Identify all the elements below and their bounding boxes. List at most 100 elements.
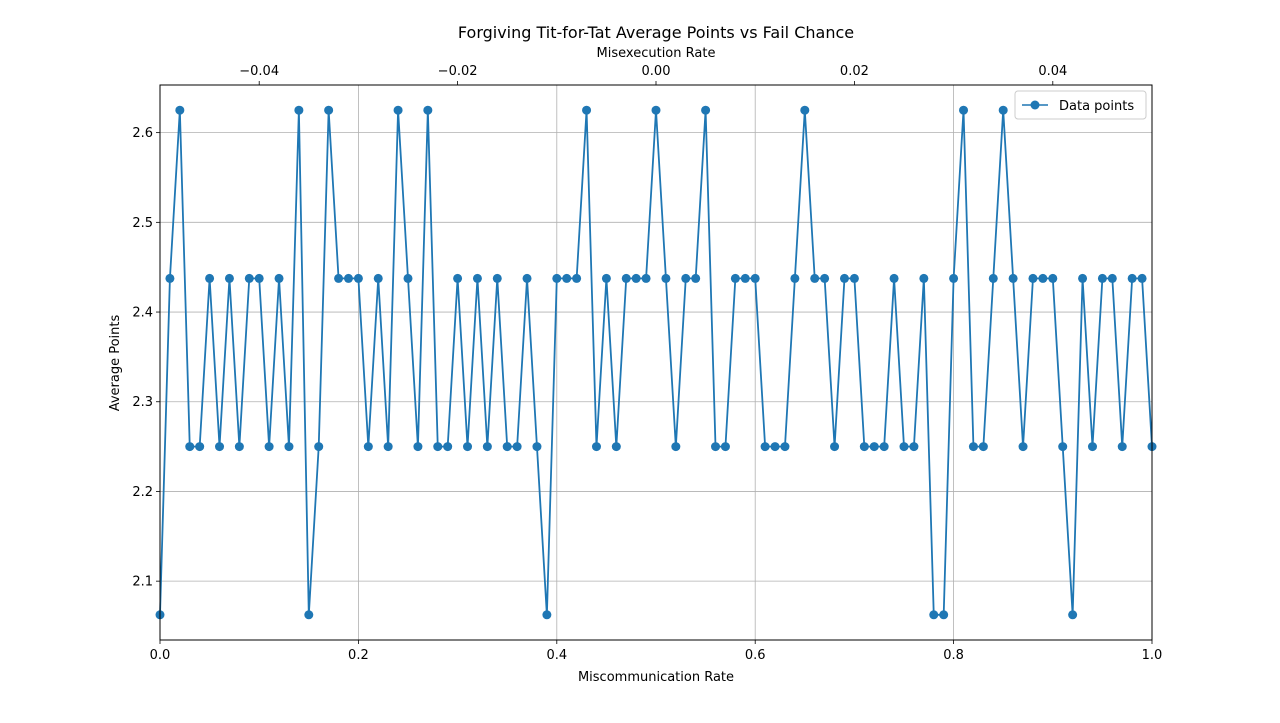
data-point xyxy=(294,105,304,115)
data-point xyxy=(463,442,473,452)
data-point xyxy=(929,610,939,620)
data-point xyxy=(849,273,859,283)
data-point xyxy=(750,273,760,283)
data-point xyxy=(661,273,671,283)
data-point xyxy=(780,442,790,452)
data-point xyxy=(413,442,423,452)
data-point xyxy=(800,105,810,115)
data-point xyxy=(165,273,175,283)
data-point xyxy=(899,442,909,452)
data-point xyxy=(830,442,840,452)
y-tick-label: 2.4 xyxy=(132,306,153,321)
data-point xyxy=(1038,273,1048,283)
data-point xyxy=(1127,273,1137,283)
data-point xyxy=(601,273,611,283)
data-point xyxy=(343,273,353,283)
data-point xyxy=(1078,273,1088,283)
data-point xyxy=(373,273,383,283)
x-tick-label: 1.0 xyxy=(1142,648,1163,663)
data-point xyxy=(770,442,780,452)
legend-entry-label: Data points xyxy=(1059,99,1134,114)
data-point xyxy=(502,442,512,452)
data-point xyxy=(1018,442,1028,452)
data-point xyxy=(939,610,949,620)
data-point xyxy=(959,105,969,115)
legend-marker-swatch xyxy=(1030,100,1040,110)
data-point xyxy=(1068,610,1078,620)
data-point xyxy=(324,105,334,115)
x-tick-label: 0.2 xyxy=(348,648,369,663)
data-point xyxy=(334,273,344,283)
data-point xyxy=(175,105,185,115)
y-tick-label: 2.3 xyxy=(132,395,153,410)
data-point xyxy=(453,273,463,283)
data-point xyxy=(522,273,532,283)
x-tick-label: 0.8 xyxy=(943,648,964,663)
y-tick-label: 2.1 xyxy=(132,575,153,590)
data-point xyxy=(889,273,899,283)
chart-title: Forgiving Tit-for-Tat Average Points vs … xyxy=(458,23,854,42)
series-line xyxy=(159,109,1153,616)
data-point xyxy=(641,273,651,283)
data-point xyxy=(195,442,205,452)
data-point xyxy=(185,442,195,452)
data-point xyxy=(988,273,998,283)
data-point xyxy=(1048,273,1058,283)
data-point xyxy=(234,442,244,452)
legend-box xyxy=(1014,90,1147,120)
top-x-tick-label: −0.04 xyxy=(239,64,279,79)
data-point xyxy=(1107,273,1117,283)
data-point xyxy=(651,105,661,115)
x-tick-label: 0.6 xyxy=(745,648,766,663)
data-point xyxy=(542,610,552,620)
data-point xyxy=(552,273,562,283)
y-axis-label: Average Points xyxy=(108,314,123,411)
data-point xyxy=(423,105,433,115)
grid xyxy=(159,85,1153,640)
data-point xyxy=(839,273,849,283)
data-point xyxy=(859,442,869,452)
data-point xyxy=(790,273,800,283)
data-point xyxy=(215,442,225,452)
top-x-tick-label: 0.02 xyxy=(840,64,869,79)
data-point xyxy=(562,273,572,283)
legend: Data points xyxy=(1014,90,1147,120)
y-tick-label: 2.2 xyxy=(132,485,153,500)
data-point xyxy=(482,442,492,452)
data-point xyxy=(631,273,641,283)
data-point xyxy=(264,442,274,452)
data-point xyxy=(205,273,215,283)
data-point xyxy=(691,273,701,283)
y-tick-label: 2.6 xyxy=(132,126,153,141)
data-point xyxy=(314,442,324,452)
data-point xyxy=(353,273,363,283)
data-point xyxy=(393,105,403,115)
data-point xyxy=(701,105,711,115)
data-point xyxy=(1137,273,1147,283)
data-point xyxy=(968,442,978,452)
data-point xyxy=(512,442,522,452)
data-point xyxy=(1028,273,1038,283)
top-x-axis-label: Misexecution Rate xyxy=(597,46,716,61)
data-point xyxy=(998,105,1008,115)
data-point xyxy=(383,442,393,452)
data-point xyxy=(443,442,453,452)
data-point xyxy=(304,610,314,620)
x-tick-label: 0.0 xyxy=(150,648,171,663)
data-point xyxy=(224,273,234,283)
data-point xyxy=(869,442,879,452)
data-point xyxy=(1117,442,1127,452)
data-point xyxy=(244,273,254,283)
top-x-tick-label: 0.00 xyxy=(642,64,671,79)
data-point xyxy=(591,442,601,452)
data-point xyxy=(740,273,750,283)
bottom-x-axis: 0.0 0.2 0.4 0.6 0.8 1.0 xyxy=(150,640,1163,663)
data-point xyxy=(671,442,681,452)
data-point xyxy=(572,273,582,283)
y-tick-label: 2.5 xyxy=(132,216,153,231)
plot-frame xyxy=(159,84,1153,641)
data-point xyxy=(274,273,284,283)
top-x-tick-label: −0.02 xyxy=(438,64,478,79)
